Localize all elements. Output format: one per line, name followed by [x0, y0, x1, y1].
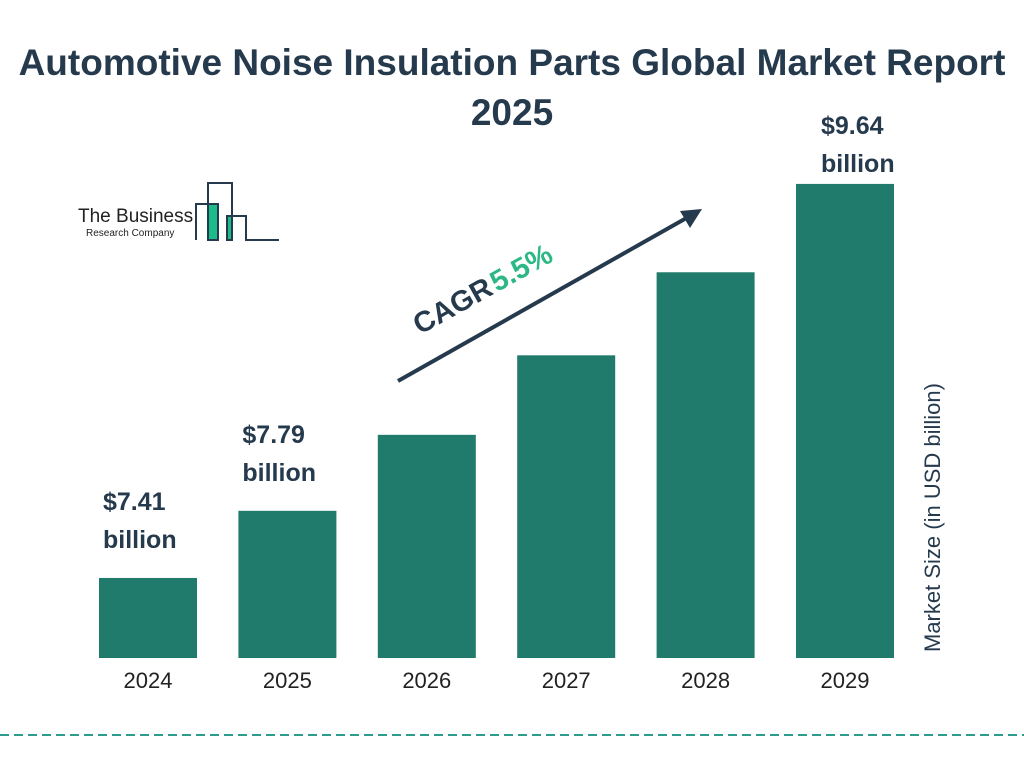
- x-tick-label: 2027: [542, 668, 591, 693]
- cagr-annotation: CAGR 5.5%: [397, 209, 702, 383]
- bar-2026: [377, 434, 476, 658]
- x-tick-label: 2028: [681, 668, 730, 693]
- logo-line1: The Business: [78, 206, 193, 227]
- chart-title: Automotive Noise Insulation Parts Global…: [18, 42, 1006, 133]
- arrow-head-icon: [680, 209, 702, 228]
- bar-2024: [99, 577, 197, 658]
- logo: The Business Research Company: [78, 182, 279, 241]
- bar-2025: [238, 510, 337, 658]
- data-label: billion: [821, 150, 895, 178]
- x-tick-label: 2025: [263, 668, 312, 693]
- data-label: $7.41: [103, 488, 166, 516]
- data-label: $9.64: [821, 112, 884, 140]
- data-label: billion: [242, 459, 316, 487]
- data-label: billion: [103, 526, 177, 554]
- y-axis-label: Market Size (in USD billion): [920, 383, 945, 652]
- logo-line2: Research Company: [86, 228, 174, 239]
- bar-2028: [656, 272, 755, 658]
- x-tick-label: 2026: [402, 668, 451, 693]
- cagr-value: 5.5%: [485, 238, 559, 298]
- bar-2027: [517, 355, 616, 658]
- x-tick-label: 2024: [124, 668, 173, 693]
- bar-2029: [796, 183, 894, 659]
- data-label: $7.79: [242, 421, 305, 449]
- x-tick-label: 2029: [821, 668, 870, 693]
